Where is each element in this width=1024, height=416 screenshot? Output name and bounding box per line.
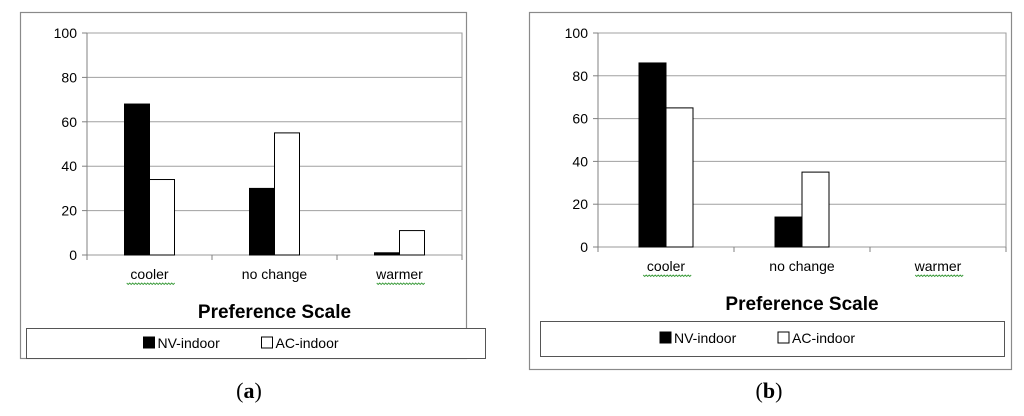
y-tick-label: 20 (61, 203, 77, 219)
spellcheck-underline (376, 282, 426, 286)
legend-label: AC-indoor (792, 330, 855, 346)
spellcheck-underline (126, 282, 176, 286)
y-tick-label: 0 (69, 247, 77, 263)
spellcheck-underline (914, 274, 964, 278)
x-tick-label: no change (242, 266, 308, 282)
y-tick-label: 80 (61, 69, 77, 85)
bar-nv-indoor-warmer (374, 252, 400, 256)
y-tick-label: 60 (61, 114, 77, 130)
bar-nv-indoor-no-change (249, 187, 275, 256)
x-axis-title: Preference Scale (198, 302, 351, 323)
bar-nv-indoor-no-change (774, 216, 803, 248)
bar-ac-indoor-no-change (801, 171, 830, 248)
bar-ac-indoor-cooler (665, 107, 694, 248)
y-tick-label: 20 (572, 196, 588, 212)
x-tick-label: warmer (375, 266, 423, 282)
legend-swatch (659, 331, 672, 344)
legend-swatch (143, 336, 155, 349)
bar-ac-indoor-cooler (149, 179, 175, 256)
legend (26, 328, 486, 359)
y-tick-label: 0 (580, 239, 588, 255)
y-tick-label: 100 (54, 25, 78, 41)
x-axis-title: Preference Scale (725, 294, 878, 315)
bar-ac-indoor-no-change (274, 132, 300, 256)
y-tick-label: 100 (565, 25, 589, 41)
y-tick-label: 80 (572, 68, 588, 84)
legend-swatch (777, 331, 790, 344)
legend-label: NV-indoor (158, 335, 221, 351)
legend (540, 321, 1005, 357)
chart-panel-a: 0 20 40 60 80 100 cooler no change warmer Prefere… (19, 11, 486, 360)
x-tick-label: no change (769, 258, 835, 274)
y-tick-label: 40 (61, 158, 77, 174)
bar-nv-indoor-cooler (124, 103, 150, 256)
legend-swatch (261, 336, 273, 349)
legend-label: NV-indoor (674, 330, 737, 346)
spellcheck-underline (642, 274, 692, 278)
legend-label: AC-indoor (276, 335, 339, 351)
x-tick-label: cooler (130, 266, 168, 282)
x-tick-label: cooler (647, 258, 685, 274)
chart-panel-b: 0 20 40 60 80 100 cooler no change warmer Prefere… (528, 11, 1013, 371)
bar-nv-indoor-cooler (638, 62, 667, 248)
panel-label-b: (b) (755, 378, 783, 403)
y-tick-label: 40 (572, 153, 588, 169)
bar-ac-indoor-warmer (399, 230, 425, 256)
x-tick-label: warmer (914, 258, 962, 274)
panel-label-a: (a) (236, 378, 262, 403)
y-tick-label: 60 (572, 111, 588, 127)
